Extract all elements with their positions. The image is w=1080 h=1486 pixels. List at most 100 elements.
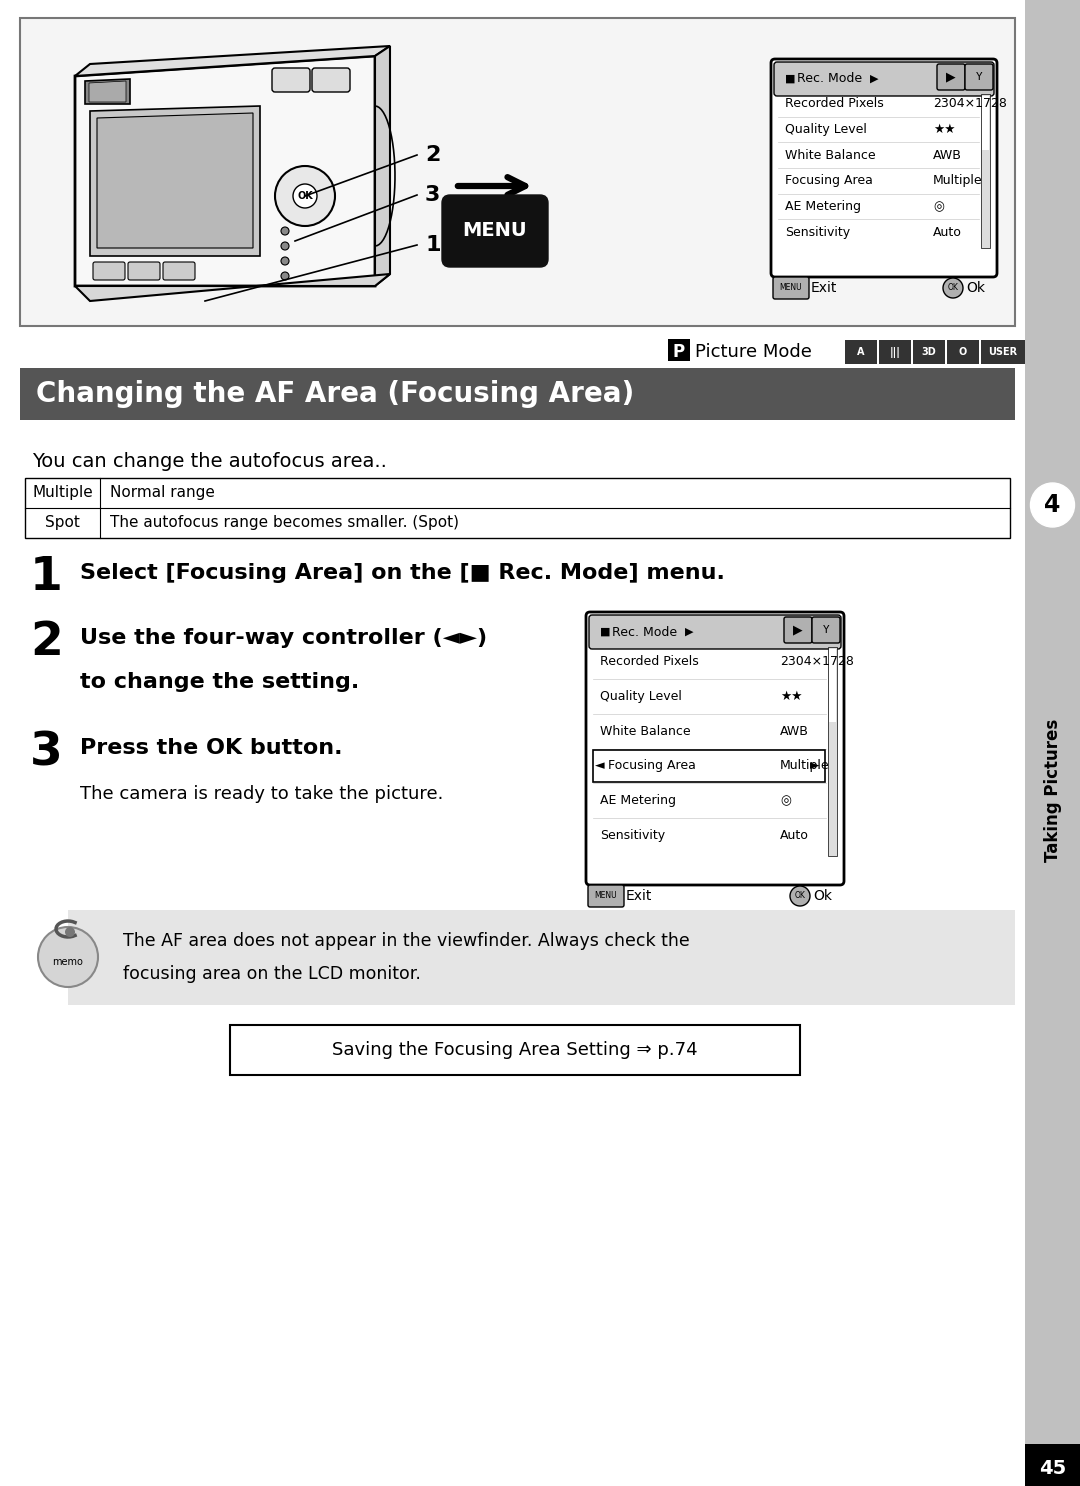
Text: Sensitivity: Sensitivity <box>600 829 665 843</box>
Text: MENU: MENU <box>595 892 618 901</box>
Text: Exit: Exit <box>811 281 837 296</box>
Text: OK: OK <box>297 192 313 201</box>
Bar <box>1025 1444 1080 1486</box>
Circle shape <box>293 184 318 208</box>
Text: Rec. Mode: Rec. Mode <box>612 626 677 639</box>
Text: 3: 3 <box>30 730 63 776</box>
Text: Rec. Mode: Rec. Mode <box>797 73 862 86</box>
Text: OK: OK <box>795 892 806 901</box>
FancyBboxPatch shape <box>937 64 966 91</box>
Circle shape <box>38 927 98 987</box>
Text: Y: Y <box>975 71 983 82</box>
Text: Auto: Auto <box>933 226 962 239</box>
FancyBboxPatch shape <box>947 340 978 364</box>
FancyBboxPatch shape <box>913 340 945 364</box>
Circle shape <box>281 227 289 235</box>
FancyBboxPatch shape <box>774 62 994 97</box>
Text: ▶: ▶ <box>946 70 956 83</box>
FancyBboxPatch shape <box>588 886 624 906</box>
FancyBboxPatch shape <box>129 262 160 279</box>
Circle shape <box>275 166 335 226</box>
FancyBboxPatch shape <box>773 276 809 299</box>
Text: Press the OK button.: Press the OK button. <box>80 739 342 758</box>
Text: Taking Pictures: Taking Pictures <box>1043 718 1062 862</box>
FancyBboxPatch shape <box>586 612 843 886</box>
Text: Quality Level: Quality Level <box>600 690 681 703</box>
Polygon shape <box>75 273 390 302</box>
Text: A: A <box>858 348 865 357</box>
Text: ▶: ▶ <box>685 627 693 637</box>
Text: ◎: ◎ <box>780 794 791 807</box>
FancyBboxPatch shape <box>21 18 1015 325</box>
Bar <box>982 97 989 150</box>
FancyBboxPatch shape <box>812 617 840 643</box>
Text: 2: 2 <box>426 146 441 165</box>
Text: AWB: AWB <box>780 725 809 737</box>
FancyBboxPatch shape <box>879 340 912 364</box>
Text: 4: 4 <box>1044 493 1061 517</box>
Text: ■: ■ <box>785 74 796 85</box>
Text: AWB: AWB <box>933 149 962 162</box>
Text: 2304×1728: 2304×1728 <box>933 98 1007 110</box>
Text: ►: ► <box>810 759 820 773</box>
Circle shape <box>281 272 289 279</box>
Text: Saving the Focusing Area Setting ⇒ p.74: Saving the Focusing Area Setting ⇒ p.74 <box>333 1042 698 1060</box>
Text: Spot: Spot <box>45 516 80 531</box>
Text: ◄: ◄ <box>595 759 605 773</box>
Polygon shape <box>85 79 130 104</box>
Text: AE Metering: AE Metering <box>600 794 676 807</box>
FancyBboxPatch shape <box>669 339 690 361</box>
Text: 3: 3 <box>426 184 441 205</box>
Polygon shape <box>75 56 375 285</box>
Bar <box>981 94 990 248</box>
Text: Multiple: Multiple <box>933 174 983 187</box>
Text: memo: memo <box>53 957 83 967</box>
Text: focusing area on the LCD monitor.: focusing area on the LCD monitor. <box>123 964 421 984</box>
Polygon shape <box>375 46 390 285</box>
Polygon shape <box>90 106 260 256</box>
Text: Quality Level: Quality Level <box>785 123 867 137</box>
FancyBboxPatch shape <box>784 617 812 643</box>
Text: Focusing Area: Focusing Area <box>785 174 873 187</box>
Text: ▶: ▶ <box>870 74 878 85</box>
Text: Multiple: Multiple <box>32 486 93 501</box>
FancyBboxPatch shape <box>966 64 993 91</box>
Bar <box>1025 0 1080 1486</box>
Text: OK: OK <box>947 284 958 293</box>
Text: Sensitivity: Sensitivity <box>785 226 850 239</box>
Bar <box>68 909 1015 1005</box>
Text: Exit: Exit <box>626 889 652 903</box>
Text: ★★: ★★ <box>933 123 956 137</box>
FancyBboxPatch shape <box>981 340 1025 364</box>
FancyBboxPatch shape <box>163 262 195 279</box>
Circle shape <box>281 242 289 250</box>
Text: Recorded Pixels: Recorded Pixels <box>785 98 883 110</box>
Circle shape <box>65 927 75 938</box>
FancyBboxPatch shape <box>312 68 350 92</box>
Text: Recorded Pixels: Recorded Pixels <box>600 655 699 667</box>
Text: ▶: ▶ <box>793 624 802 636</box>
Text: Focusing Area: Focusing Area <box>608 759 696 773</box>
FancyBboxPatch shape <box>771 59 997 276</box>
Text: Ok: Ok <box>966 281 985 296</box>
FancyBboxPatch shape <box>589 615 841 649</box>
Circle shape <box>789 886 810 906</box>
Text: MENU: MENU <box>462 221 527 241</box>
Bar <box>829 649 836 722</box>
Text: Auto: Auto <box>780 829 809 843</box>
Text: White Balance: White Balance <box>600 725 690 737</box>
Text: 2: 2 <box>30 620 63 666</box>
Polygon shape <box>75 46 390 76</box>
Text: Use the four-way controller (◄►): Use the four-way controller (◄►) <box>80 629 487 648</box>
Text: Select [Focusing Area] on the [■ Rec. Mode] menu.: Select [Focusing Area] on the [■ Rec. Mo… <box>80 563 725 583</box>
Text: Y: Y <box>823 626 829 635</box>
Text: to change the setting.: to change the setting. <box>80 672 360 692</box>
Bar <box>25 478 1010 538</box>
Text: Normal range: Normal range <box>110 486 215 501</box>
FancyBboxPatch shape <box>845 340 877 364</box>
Text: ★★: ★★ <box>780 690 802 703</box>
Text: USER: USER <box>988 348 1017 357</box>
Text: |||: ||| <box>890 346 901 358</box>
Circle shape <box>281 257 289 265</box>
Text: The camera is ready to take the picture.: The camera is ready to take the picture. <box>80 785 444 802</box>
